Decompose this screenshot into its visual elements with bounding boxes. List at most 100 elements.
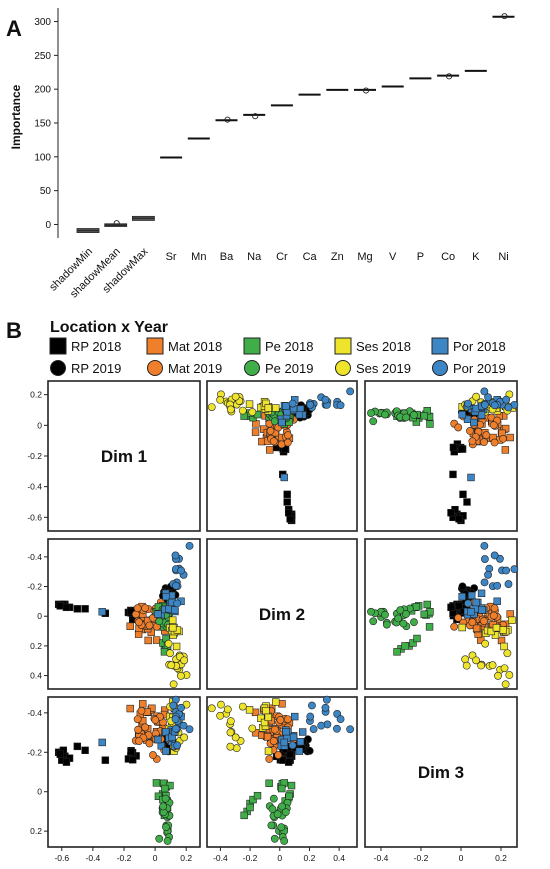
scatter-matrix: Dim 1 Dim 2 Dim 3 -0.4 -0.2 0 0.2 -0.4 -0.2 0 0.2 0… <box>27 380 519 863</box>
point-Por18 <box>282 727 290 736</box>
y-tick-label: 0 <box>37 420 42 430</box>
outlier-point <box>501 13 508 20</box>
point-RP18 <box>286 515 294 523</box>
x-tick-label: 0 <box>153 853 158 863</box>
point-Por18 <box>280 738 288 747</box>
point-Pe19 <box>267 821 276 830</box>
point-Por19 <box>484 393 492 402</box>
point-Por19 <box>171 715 180 724</box>
x-category-label: Ba <box>220 251 234 263</box>
point-Por18 <box>468 591 476 600</box>
point-Pe19 <box>394 614 403 623</box>
point-Pe18 <box>412 603 421 611</box>
point-Ses19 <box>231 733 240 742</box>
x-tick-label: -0.6 <box>54 853 69 863</box>
point-Ses19 <box>223 705 232 714</box>
point-RP18 <box>283 490 291 499</box>
point-Por18 <box>278 418 286 427</box>
point-Mat19 <box>490 604 499 613</box>
x-category-label: Sr <box>166 251 177 263</box>
point-RP18 <box>455 515 463 523</box>
point-Mat19 <box>482 431 491 440</box>
point-Ses19 <box>505 671 514 679</box>
point-Mat19 <box>271 725 279 734</box>
legend-item: Por 2019 <box>432 360 506 376</box>
matrix-cell-2-1 <box>47 538 201 690</box>
point-RP18 <box>283 498 291 506</box>
point-Por19 <box>322 695 331 704</box>
point-Ses19 <box>461 655 470 664</box>
point-Pe18 <box>246 803 254 812</box>
legend-circle-marker <box>147 360 163 376</box>
point-Pe19 <box>410 411 418 419</box>
point-RP18 <box>457 445 466 453</box>
point-Mat19 <box>135 618 143 627</box>
x-tick-label: 0.2 <box>495 853 507 863</box>
point-Ses18 <box>262 706 270 715</box>
panel-a-letter: A <box>6 16 22 41</box>
point-Pe19 <box>280 837 289 845</box>
point-Pe19 <box>396 606 405 615</box>
matrix-cell-3-3: Dim 3 <box>364 696 518 848</box>
point-Mat18 <box>263 733 272 741</box>
x-tick-label: -0.4 <box>213 853 228 863</box>
point-Por19 <box>317 721 326 730</box>
point-Por18 <box>291 712 299 721</box>
point-Ses18 <box>264 747 273 755</box>
point-Ses18 <box>245 400 254 408</box>
point-Por18 <box>289 733 298 741</box>
y-tick-label: 0 <box>37 787 42 797</box>
point-Por19 <box>480 555 489 563</box>
point-Pe19 <box>163 837 172 845</box>
x-category-label: Mg <box>357 251 372 263</box>
importance-boxplot: 050100150200250300ImportanceshadowMinsha… <box>9 8 515 300</box>
point-Ses19 <box>164 639 173 648</box>
point-Pe18 <box>409 639 417 647</box>
point-Por19 <box>309 725 318 733</box>
x-tick-label: 0.2 <box>180 853 192 863</box>
x-tick-label: -0.2 <box>414 853 429 863</box>
point-Pe18 <box>240 811 248 820</box>
point-Mat18 <box>506 610 514 618</box>
point-Pe18 <box>401 642 409 650</box>
point-Mat19 <box>489 611 498 620</box>
point-Pe19 <box>369 417 378 426</box>
y-tick-label: 50 <box>40 186 52 197</box>
point-RP18 <box>284 758 293 766</box>
point-Ses19 <box>501 680 510 689</box>
matrix-cell-2-2: Dim 2 <box>206 538 358 690</box>
y-tick-label: 250 <box>34 51 51 62</box>
dim-label: Dim 2 <box>259 605 305 624</box>
point-RP19 <box>458 582 467 591</box>
point-RP18 <box>463 498 471 506</box>
legend-item: Ses 2018 <box>334 337 411 355</box>
point-RP18 <box>447 603 455 612</box>
point-Por19 <box>177 566 186 575</box>
point-Por18 <box>467 608 475 616</box>
matrix-cell-3-1 <box>47 695 201 848</box>
legend-square-marker <box>431 337 449 355</box>
point-Mat19 <box>141 723 150 732</box>
point-Pe19 <box>369 617 378 626</box>
point-Mat19 <box>149 751 157 759</box>
point-Pe18 <box>423 600 431 609</box>
point-Ses19 <box>238 702 247 711</box>
point-Por18 <box>161 728 170 736</box>
point-Por19 <box>288 399 297 408</box>
point-RP18 <box>101 756 110 764</box>
point-Por19 <box>480 578 489 587</box>
y-tick-label: 0.2 <box>30 826 42 836</box>
matrix-cell-1-3 <box>364 380 519 532</box>
point-Pe18 <box>161 784 169 793</box>
legend-label: RP 2018 <box>71 339 121 354</box>
y-tick-label: -0.4 <box>27 552 42 562</box>
point-Mat18 <box>126 704 134 713</box>
y-tick-label: 0.4 <box>30 671 42 681</box>
x-tick-label: -0.4 <box>374 853 389 863</box>
point-Mat19 <box>141 604 150 612</box>
cell-frame <box>206 538 358 690</box>
point-Pe19 <box>159 802 168 811</box>
outlier-point <box>252 113 259 120</box>
point-Pe19 <box>367 607 375 616</box>
point-Por19 <box>336 715 345 724</box>
